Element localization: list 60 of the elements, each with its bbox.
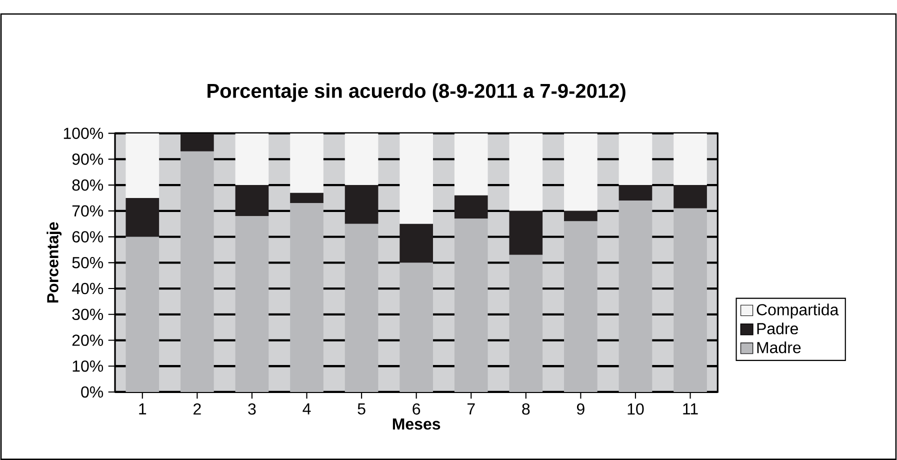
x-tick-label: 2 bbox=[194, 403, 201, 415]
x-tick-label: 9 bbox=[577, 403, 584, 415]
y-tick-label: 70% bbox=[72, 205, 104, 217]
y-tick-label: 40% bbox=[72, 282, 104, 294]
bar bbox=[618, 185, 652, 201]
bar bbox=[509, 254, 543, 392]
bar bbox=[509, 210, 543, 255]
legend-label: Compartida bbox=[756, 304, 839, 319]
bar bbox=[400, 224, 433, 263]
bar bbox=[618, 133, 652, 186]
bar bbox=[564, 133, 598, 211]
bar bbox=[674, 185, 707, 208]
bar bbox=[344, 224, 378, 392]
bar bbox=[564, 210, 598, 222]
bar bbox=[126, 198, 160, 237]
y-tick-label: 100% bbox=[64, 128, 104, 139]
y-axis-title: Porcentaje bbox=[46, 222, 62, 302]
bar bbox=[290, 203, 324, 392]
bar bbox=[344, 185, 378, 224]
chart-title: Porcentaje sin acuerdo (8-9-2011 a 7-9-2012) bbox=[208, 83, 626, 102]
x-tick-label: 7 bbox=[467, 403, 475, 414]
legend-label: Madre bbox=[757, 341, 801, 354]
bar bbox=[674, 208, 707, 392]
y-tick-label: 20% bbox=[72, 334, 104, 346]
x-tick-label: 6 bbox=[412, 403, 420, 415]
bar bbox=[674, 133, 707, 186]
y-tick-label: 80% bbox=[72, 179, 104, 191]
x-tick-label: 8 bbox=[522, 403, 530, 415]
bar bbox=[290, 192, 324, 204]
bar bbox=[454, 133, 488, 196]
bar bbox=[180, 151, 214, 392]
x-tick-label: 3 bbox=[248, 403, 256, 415]
bar bbox=[564, 221, 598, 392]
x-axis-title: Meses bbox=[392, 418, 440, 430]
bar bbox=[235, 133, 269, 186]
y-tick-label: 90% bbox=[72, 154, 104, 165]
bar bbox=[454, 195, 488, 219]
bar bbox=[235, 216, 269, 392]
x-tick-label: 5 bbox=[358, 403, 366, 415]
bar bbox=[126, 133, 160, 198]
bar bbox=[344, 133, 378, 186]
bar bbox=[618, 200, 652, 392]
y-tick-label: 10% bbox=[72, 360, 104, 372]
bar bbox=[454, 218, 488, 392]
y-tick-label: 0% bbox=[81, 386, 104, 398]
legend-label: Padre bbox=[757, 322, 798, 334]
x-tick-label: 4 bbox=[302, 403, 311, 414]
bar bbox=[180, 133, 214, 152]
x-tick-label: 1 bbox=[139, 403, 146, 414]
y-tick-label: 50% bbox=[72, 256, 104, 268]
bar bbox=[290, 133, 324, 193]
bar bbox=[400, 133, 433, 224]
bar bbox=[235, 185, 269, 216]
y-tick-label: 30% bbox=[72, 308, 104, 320]
x-tick-label: 10 bbox=[628, 403, 644, 415]
bar bbox=[126, 236, 160, 392]
bar bbox=[509, 133, 543, 211]
y-tick-label: 60% bbox=[72, 231, 104, 242]
x-tick-label: 11 bbox=[683, 403, 698, 414]
bar bbox=[400, 262, 433, 392]
